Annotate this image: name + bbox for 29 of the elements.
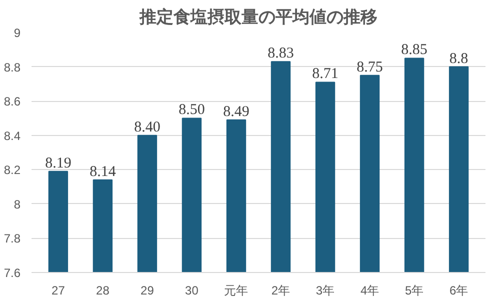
y-tick-label: 7.8 (4, 232, 21, 246)
x-tick-label: 5年 (404, 284, 424, 298)
data-label: 8.19 (45, 155, 72, 172)
x-tick-label: 3年 (316, 284, 335, 298)
data-label: 8.49 (223, 104, 250, 120)
data-label: 8.14 (90, 164, 116, 180)
y-tick-label: 8 (14, 197, 21, 212)
x-tick-label: 29 (140, 284, 154, 298)
y-tick-label: 7.6 (4, 266, 21, 280)
data-label: 8.50 (178, 102, 205, 118)
data-label: 8.40 (134, 119, 160, 136)
x-tick-label: 6年 (449, 284, 468, 298)
x-tick-label: 28 (96, 284, 110, 298)
y-tick-label: 8.8 (4, 60, 21, 74)
x-tick-label: 元年 (224, 284, 248, 298)
x-tick-label: 4年 (360, 284, 380, 298)
data-label: 8.8 (449, 50, 468, 67)
chart-title: 推定食塩摂取量の平均値の推移 (138, 8, 378, 28)
y-tick-label: 8.4 (4, 128, 21, 143)
data-label: 8.71 (312, 66, 338, 82)
y-tick-label: 8.6 (4, 94, 21, 109)
x-tick-label: 2年 (271, 284, 290, 298)
y-tick-label: 9 (14, 26, 21, 40)
data-label: 8.75 (356, 59, 383, 76)
y-tick-label: 8.2 (4, 163, 21, 178)
x-tick-label: 30 (185, 284, 199, 298)
data-label: 8.83 (268, 46, 294, 62)
data-label: 8.85 (401, 42, 428, 58)
x-tick-label: 27 (52, 284, 66, 298)
